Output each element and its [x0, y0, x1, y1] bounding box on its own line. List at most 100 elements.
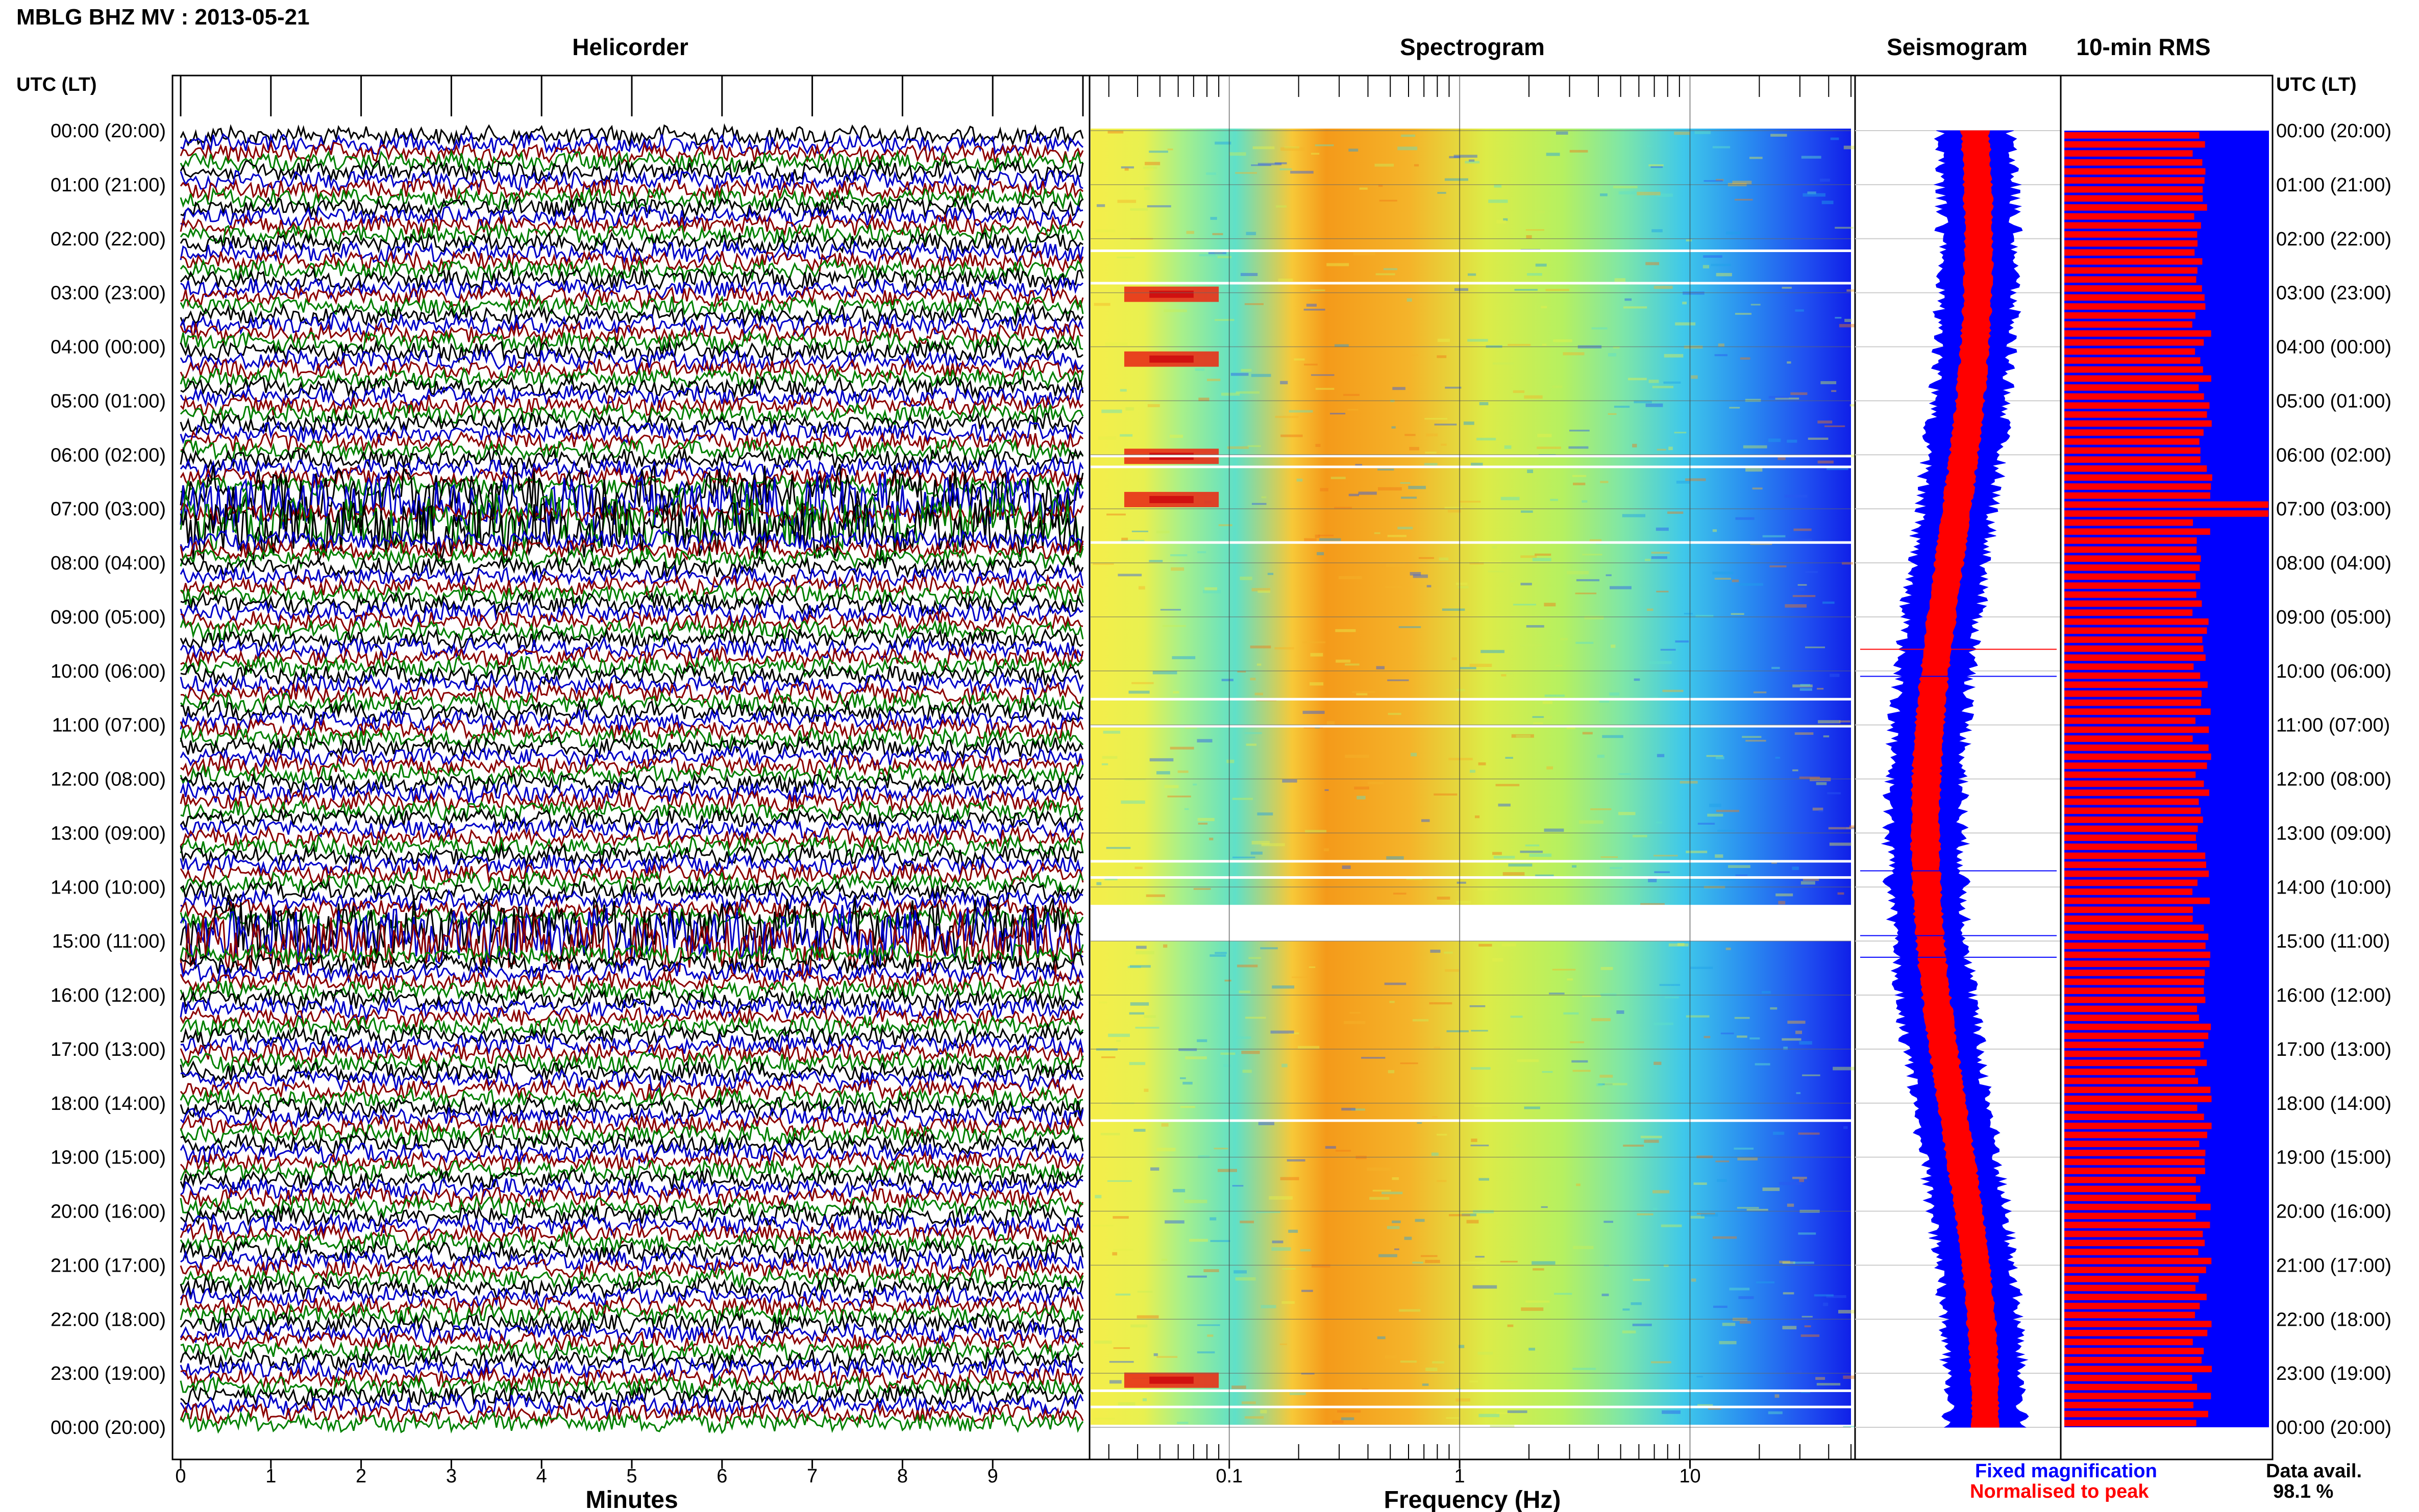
- spectrogram-cell: [1432, 1116, 1438, 1118]
- spectrogram-cell: [1445, 969, 1459, 972]
- rms-bar: [2064, 438, 2200, 445]
- time-label-right: 04:00 (00:00): [2276, 337, 2391, 358]
- spectrogram-cell: [1640, 903, 1665, 906]
- spectrogram-cell: [1093, 563, 1114, 565]
- spectrogram-cell: [1700, 1213, 1718, 1217]
- spectrogram-cell: [1309, 966, 1316, 968]
- spectrogram-cell: [1469, 159, 1475, 162]
- helicorder-trace: [180, 1177, 1083, 1201]
- rms-bar: [2064, 997, 2206, 1003]
- spectrogram-cell: [1735, 199, 1753, 201]
- helicorder-traces: [180, 123, 1084, 1434]
- helicorder-top-ticks: [180, 76, 1084, 116]
- rms-bar: [2064, 177, 2205, 184]
- time-label-right: 00:00 (20:00): [2276, 1417, 2391, 1439]
- spectrogram-cell: [1334, 344, 1349, 347]
- spectrogram-cell: [1471, 1138, 1477, 1142]
- spectrogram-cell: [1197, 1351, 1215, 1354]
- spectrogram-cell: [1235, 172, 1257, 174]
- spectrogram-cell: [1835, 227, 1854, 229]
- spectrogram-cell: [1095, 1195, 1102, 1199]
- spectrogram-cell: [1818, 810, 1823, 812]
- spectrogram-cell: [1199, 254, 1216, 257]
- spectrogram-cell: [1653, 285, 1673, 289]
- helicorder-trace: [180, 1267, 1084, 1291]
- spectrogram-cell: [1800, 1334, 1820, 1337]
- spectrogram-cell: [1210, 954, 1226, 957]
- spectrogram-cell: [1762, 535, 1786, 538]
- spectrogram-cell: [1165, 1220, 1184, 1224]
- rms-bar: [2064, 582, 2201, 589]
- spectrogram-cell: [1651, 1361, 1671, 1364]
- spectrogram-cell: [1251, 164, 1271, 166]
- helicorder-trace: [180, 1366, 1084, 1391]
- rms-bar: [2064, 294, 2205, 301]
- spectrogram-cell: [1476, 437, 1496, 441]
- rms-bar: [2064, 591, 2196, 598]
- spectrogram-cell: [1280, 1177, 1299, 1180]
- spectrogram-cell: [1709, 803, 1721, 807]
- spectrogram-cell: [1117, 256, 1135, 259]
- seismogram-title: Seismogram: [1887, 34, 2028, 60]
- spectrogram-cell: [1504, 445, 1512, 449]
- spectrogram-cell: [1180, 1077, 1186, 1079]
- rms-bar: [2064, 339, 2204, 346]
- spectrogram-cell: [1749, 1037, 1760, 1039]
- spectrogram-gap-line: [1091, 455, 1851, 458]
- spectrogram-cell: [1600, 193, 1608, 196]
- spectrogram-gap-line: [1091, 541, 1851, 544]
- spectrogram-cell: [1146, 894, 1165, 897]
- helicorder-trace: [180, 285, 1084, 309]
- spectrogram-cell: [1582, 995, 1601, 997]
- rms-bar: [2064, 1203, 2211, 1210]
- rms-bar: [2064, 321, 2192, 328]
- spectrogram-cell: [1647, 608, 1653, 611]
- spectrogram-cell: [1490, 1425, 1515, 1428]
- spectrogram-cell: [1337, 1410, 1361, 1413]
- spectrogram-cell: [1474, 1105, 1492, 1107]
- spectrogram-cell: [1608, 353, 1617, 357]
- rms-bar: [2064, 609, 2193, 616]
- spectrogram-cell: [1439, 557, 1449, 561]
- spectrogram-cell: [1508, 343, 1531, 346]
- helicorder-trace: [180, 1157, 1084, 1183]
- spectrogram-cell: [1640, 1135, 1662, 1138]
- spectrogram-cell: [1177, 1422, 1189, 1424]
- spectrogram-cell: [1310, 289, 1325, 291]
- spectrogram-cell: [1691, 1278, 1696, 1282]
- spectrogram-cell: [1572, 475, 1587, 477]
- spectrogram-cell: [1743, 445, 1767, 449]
- spectrogram-gap: [1091, 905, 1855, 941]
- helicorder-trace: [180, 258, 1084, 284]
- helicorder-trace: [180, 600, 1083, 626]
- rms-bar: [2064, 1420, 2196, 1426]
- spectrogram-cell: [1406, 298, 1412, 302]
- spectrogram-cell: [1377, 487, 1402, 491]
- spectrogram-cell: [1632, 834, 1647, 837]
- spectrogram-cell: [1289, 1032, 1299, 1034]
- spectrogram-cell: [1138, 586, 1145, 590]
- spectrogram-cell: [1240, 272, 1258, 276]
- spectrogram-cell: [1315, 388, 1335, 390]
- helicorder-trace: [180, 987, 1083, 1011]
- spectrogram-cell: [1407, 354, 1419, 356]
- rms-bar: [2064, 150, 2193, 157]
- spectrogram-cell: [1608, 413, 1617, 415]
- spectrogram-cell: [1161, 1123, 1169, 1127]
- spectrogram-cell: [1516, 734, 1531, 738]
- helicorder-trace: [180, 833, 1084, 859]
- spectrogram-cell: [1843, 145, 1865, 150]
- rms-bar: [2064, 618, 2209, 625]
- spectrogram-cell: [1425, 1259, 1440, 1263]
- spectrogram-cell: [1507, 1324, 1514, 1327]
- frequency-axis-label: Frequency (Hz): [1384, 1486, 1561, 1512]
- spectrogram-cell: [1431, 1152, 1439, 1156]
- spectrogram-cell: [1542, 1071, 1553, 1073]
- helicorder-trace: [180, 546, 1084, 570]
- spectrogram-cell: [1404, 1236, 1412, 1240]
- spectrogram-cell: [1441, 443, 1447, 446]
- spectrogram-cell: [1611, 645, 1616, 648]
- spectrogram-cell: [1145, 162, 1161, 165]
- spectrogram-cell: [1800, 684, 1811, 686]
- spectrogram-cell: [1651, 229, 1663, 233]
